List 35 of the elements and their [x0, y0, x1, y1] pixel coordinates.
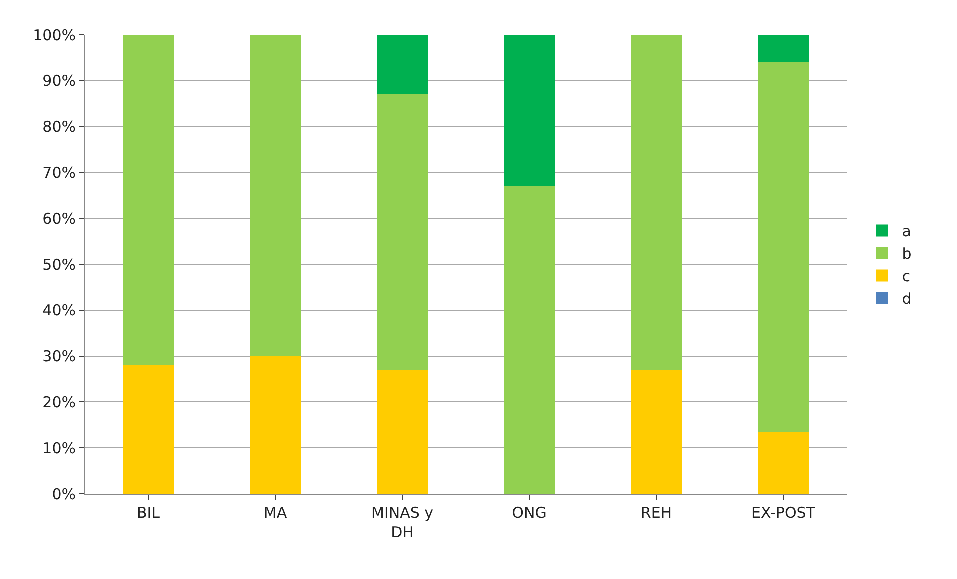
bar [250, 356, 301, 494]
y-tick-label: 10% [42, 439, 76, 458]
y-tick-label: 30% [42, 348, 76, 366]
legend-label: c [902, 268, 910, 286]
x-tick-label: MINAS y DH [371, 504, 434, 542]
x-tick-label: MA [264, 504, 288, 522]
y-tick-label: 50% [42, 256, 76, 274]
bar [631, 370, 682, 494]
x-tick-label: ONG [512, 504, 547, 522]
y-tick-label: 80% [42, 118, 76, 136]
legend-label: d [902, 290, 912, 308]
bar [504, 35, 555, 186]
y-tick-label: 60% [42, 210, 76, 228]
bar [758, 62, 809, 432]
x-tick-label: REH [640, 504, 672, 522]
bar [631, 35, 682, 370]
legend-label: a [902, 222, 912, 241]
bar [123, 365, 174, 494]
x-tick-label: BIL [136, 504, 161, 522]
y-tick-label: 0% [52, 485, 76, 504]
bar [504, 186, 555, 494]
bar [377, 94, 428, 370]
x-tick-label: EX-POST [752, 504, 816, 522]
y-tick-label: 90% [42, 72, 76, 90]
bar [250, 35, 301, 356]
bar [758, 35, 809, 63]
bar [123, 35, 174, 366]
legend-label: b [902, 245, 912, 264]
y-tick-label: 20% [42, 393, 76, 412]
bar [758, 432, 809, 494]
bar [377, 370, 428, 494]
bar [377, 35, 428, 95]
y-tick-label: 40% [42, 302, 76, 320]
y-tick-label: 70% [42, 164, 76, 182]
y-tick-label: 100% [33, 26, 76, 44]
